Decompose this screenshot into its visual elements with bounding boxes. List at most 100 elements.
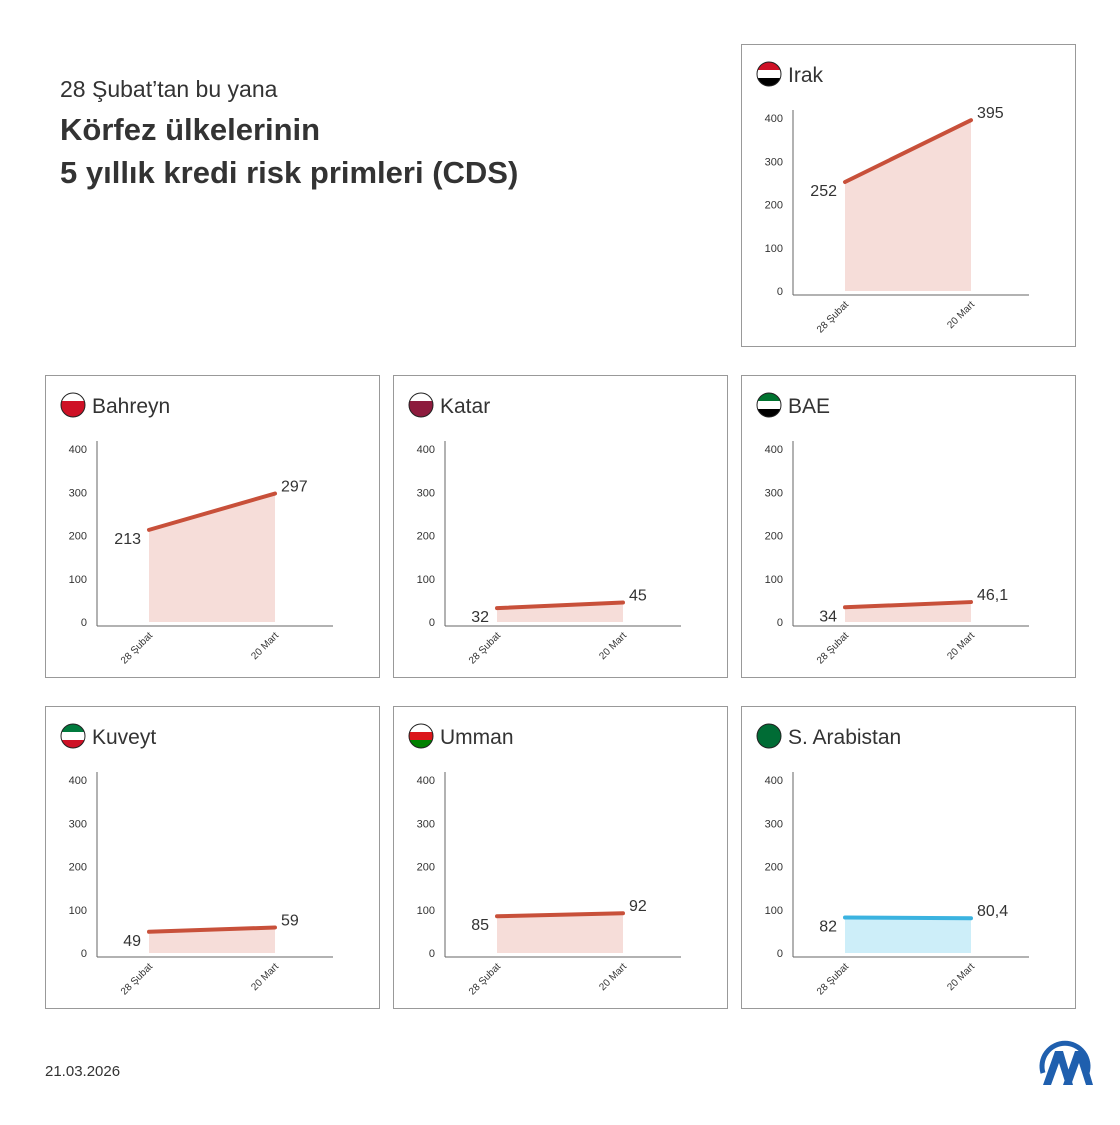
- value-label: 82: [819, 919, 837, 936]
- flag-ring: [60, 392, 86, 418]
- y-tick-label: 100: [69, 905, 87, 917]
- y-tick-label: 200: [417, 862, 435, 874]
- area: [845, 917, 971, 953]
- value-label: 252: [810, 183, 837, 200]
- flag-ring: [756, 723, 782, 749]
- title: 5 yıllık kredi risk primleri (CDS): [60, 155, 518, 190]
- flag-ring: [408, 392, 434, 418]
- y-tick-label: 300: [69, 487, 87, 499]
- flag-ring: [756, 61, 782, 87]
- line: [843, 118, 973, 185]
- y-tick-label: 200: [765, 531, 783, 543]
- flag: [756, 61, 782, 87]
- flag-stripe: [757, 401, 781, 409]
- panel-title: Irak: [788, 64, 824, 87]
- panel-border: [393, 706, 728, 1009]
- line: [843, 915, 973, 921]
- y-tick-label: 100: [417, 574, 435, 586]
- value-label: 45: [629, 588, 647, 605]
- panel-title: Kuveyt: [92, 726, 156, 749]
- value-label: 32: [471, 609, 489, 626]
- y-tick-label: 200: [69, 531, 87, 543]
- flag-stripe: [757, 78, 781, 86]
- subtitle: 28 Şubat’tan bu yana: [60, 76, 278, 102]
- flag-stripe: [409, 393, 433, 401]
- y-tick-label: 0: [81, 948, 87, 960]
- flag-stripe: [409, 740, 433, 748]
- flag-stripe: [757, 732, 781, 740]
- line: [147, 491, 277, 532]
- panel-title: Katar: [440, 395, 490, 418]
- line: [843, 600, 973, 610]
- line: [495, 600, 625, 611]
- flag-stripe: [409, 732, 433, 740]
- y-tick-label: 100: [765, 574, 783, 586]
- flag-ring: [756, 392, 782, 418]
- panel-title: Bahreyn: [92, 395, 170, 418]
- flag-stripe: [757, 393, 781, 401]
- panel-border: [741, 375, 1076, 678]
- area: [149, 927, 275, 953]
- value-label: 213: [114, 531, 141, 548]
- y-tick-label: 0: [81, 617, 87, 629]
- y-tick-label: 0: [777, 286, 783, 298]
- area: [497, 913, 623, 953]
- y-tick-label: 400: [417, 775, 435, 787]
- y-tick-label: 100: [765, 905, 783, 917]
- y-tick-label: 400: [765, 113, 783, 125]
- flag: [408, 723, 434, 749]
- flag-stripe: [409, 724, 433, 732]
- flag: [60, 723, 86, 749]
- value-label: 80,4: [977, 903, 1008, 920]
- y-tick-label: 200: [765, 200, 783, 212]
- y-tick-label: 300: [765, 818, 783, 830]
- y-tick-label: 300: [69, 818, 87, 830]
- y-tick-label: 100: [69, 574, 87, 586]
- y-tick-label: 0: [429, 948, 435, 960]
- flag-ring: [60, 723, 86, 749]
- flag-stripe: [61, 740, 85, 748]
- date: 21.03.2026: [45, 1063, 120, 1080]
- y-tick-label: 300: [417, 487, 435, 499]
- panel-title: Umman: [440, 726, 514, 749]
- flag: [756, 723, 782, 749]
- title: Körfez ülkelerinin: [60, 112, 320, 147]
- flag-stripe: [61, 732, 85, 740]
- value-label: 297: [281, 479, 308, 496]
- flag-stripe: [757, 62, 781, 70]
- y-tick-label: 400: [417, 444, 435, 456]
- y-tick-label: 400: [69, 775, 87, 787]
- y-tick-label: 200: [417, 531, 435, 543]
- y-tick-label: 300: [417, 818, 435, 830]
- y-tick-label: 400: [765, 444, 783, 456]
- y-tick-label: 0: [777, 948, 783, 960]
- value-label: 59: [281, 912, 299, 929]
- y-tick-label: 200: [69, 862, 87, 874]
- value-label: 85: [471, 917, 489, 934]
- y-tick-label: 300: [765, 487, 783, 499]
- flag: [60, 392, 86, 418]
- flag-ring: [408, 723, 434, 749]
- line: [147, 925, 277, 934]
- logo: [1039, 1040, 1093, 1085]
- panel-border: [393, 375, 728, 678]
- panel-title: BAE: [788, 395, 830, 418]
- panel-border: [741, 706, 1076, 1009]
- flag-stripe: [757, 70, 781, 78]
- flag-stripe: [61, 401, 85, 409]
- panel-border: [45, 706, 380, 1009]
- line: [495, 911, 625, 919]
- value-label: 49: [123, 933, 141, 950]
- y-tick-label: 400: [69, 444, 87, 456]
- panel-title: S. Arabistan: [788, 726, 901, 749]
- flag-stripe: [61, 409, 85, 417]
- flag-stripe: [757, 724, 781, 732]
